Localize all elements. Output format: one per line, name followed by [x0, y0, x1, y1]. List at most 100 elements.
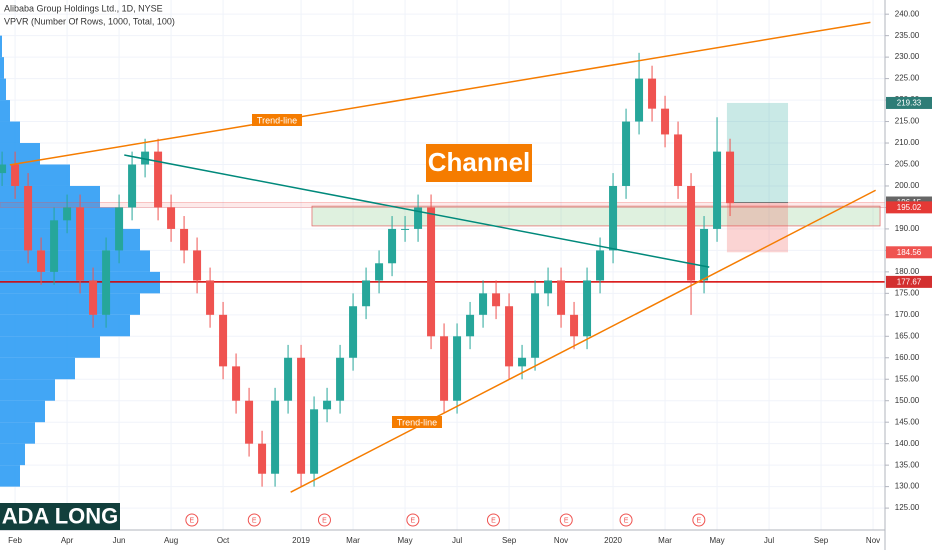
candle-body	[427, 207, 436, 337]
volume-profile-bar	[0, 422, 35, 444]
candle-body	[635, 78, 644, 122]
volume-profile-bar	[0, 250, 150, 272]
price-label-bg	[886, 275, 932, 288]
candle-body	[414, 207, 423, 229]
earnings-label: E	[411, 517, 416, 524]
chart-subtitle: VPVR (Number Of Rows, 1000, Total, 100)	[4, 16, 175, 26]
annotation: Trend-line	[257, 115, 297, 125]
candle-body	[310, 409, 319, 474]
price-label-bg	[886, 201, 932, 214]
x-tick-label: Mar	[346, 536, 360, 545]
annotation-box	[392, 416, 442, 428]
y-tick-label: 160.00	[895, 353, 920, 362]
candle-body	[713, 151, 722, 229]
chart-title: Alibaba Group Holdings Ltd., 1D, NYSE	[4, 3, 163, 13]
y-tick-label: 200.00	[895, 181, 920, 190]
annotation-box	[426, 144, 532, 182]
price-label: 195.02	[897, 203, 922, 212]
y-tick-label: 180.00	[895, 267, 920, 276]
candle-body	[0, 164, 7, 174]
candle-body	[674, 134, 683, 186]
x-tick-label: Apr	[61, 536, 74, 545]
y-tick-label: 135.00	[895, 460, 920, 469]
earnings-label: E	[190, 517, 195, 524]
earnings-label: E	[322, 517, 327, 524]
candle-body	[297, 357, 306, 474]
volume-profile-bar	[0, 207, 120, 229]
volume-profile-bar	[0, 293, 140, 315]
y-tick-label: 230.00	[895, 52, 920, 61]
annotation-box	[252, 114, 302, 126]
x-tick-label: May	[709, 536, 724, 545]
x-tick-label: Sep	[502, 536, 517, 545]
candle-body	[245, 400, 254, 444]
volume-profile-bar	[0, 228, 140, 251]
candle-body	[466, 314, 475, 337]
candle-body	[531, 293, 540, 358]
candle-body	[544, 280, 553, 294]
x-tick-label: Aug	[164, 536, 178, 545]
y-tick-label: 170.00	[895, 310, 920, 319]
volume-profile-bar	[0, 164, 70, 186]
candle-body	[37, 250, 46, 272]
y-tick-label: 140.00	[895, 439, 920, 448]
candle-body	[180, 228, 189, 251]
candle-body	[76, 207, 85, 281]
candle-body	[258, 443, 267, 474]
price-label: 177.67	[897, 277, 922, 286]
candle-body	[141, 151, 150, 165]
candle-body	[388, 228, 397, 264]
candle-body	[557, 280, 566, 315]
price-label-bg	[886, 96, 932, 109]
volume-profile-bar	[0, 100, 10, 122]
volume-profile-bar	[0, 314, 130, 337]
y-tick-label: 235.00	[895, 31, 920, 40]
earnings-label: E	[624, 517, 629, 524]
candle-body	[375, 263, 384, 281]
annotation: Trend-line	[397, 417, 437, 427]
candle-body	[115, 207, 124, 251]
candle-body	[349, 306, 358, 358]
earnings-label: E	[697, 517, 702, 524]
y-tick-label: 165.00	[895, 331, 920, 340]
annotation: ADA LONG	[2, 503, 119, 528]
earnings-marker	[619, 513, 633, 527]
candle-body	[726, 151, 735, 204]
x-tick-label: Nov	[866, 536, 880, 545]
candle-body	[128, 164, 137, 208]
volume-profile-bar	[0, 57, 4, 79]
candle-body	[89, 280, 98, 315]
candle-body	[271, 400, 280, 474]
x-tick-label: Jul	[452, 536, 462, 545]
candle-body	[609, 185, 618, 251]
earnings-marker	[692, 513, 706, 527]
earnings-marker	[486, 513, 500, 527]
y-tick-label: 215.00	[895, 117, 920, 126]
x-tick-label: Oct	[217, 536, 230, 545]
candle-body	[687, 185, 696, 281]
plot	[0, 0, 886, 530]
y-tick-label: 240.00	[895, 9, 920, 18]
volume-profile-bar	[0, 143, 40, 165]
volume-profile-bar	[0, 443, 25, 466]
volume-profile-bar	[0, 465, 20, 487]
candle-body	[648, 78, 657, 109]
x-tick-label: Mar	[658, 536, 672, 545]
candle-body	[63, 207, 72, 221]
volume-profile-bar	[0, 121, 20, 144]
earnings-label: E	[252, 517, 257, 524]
candle-body	[700, 228, 709, 281]
y-tick-label: 155.00	[895, 374, 920, 383]
candle-body	[492, 293, 501, 307]
target-box	[726, 102, 789, 203]
volume-profile-bar	[0, 400, 45, 423]
candle-body	[50, 220, 59, 272]
candle-body	[206, 280, 215, 315]
trend-line	[290, 189, 876, 493]
earnings-label: E	[491, 517, 496, 524]
x-tick-label: May	[397, 536, 412, 545]
x-tick-label: Jul	[764, 536, 774, 545]
annotation-box	[0, 503, 120, 530]
trend-line	[9, 21, 871, 166]
